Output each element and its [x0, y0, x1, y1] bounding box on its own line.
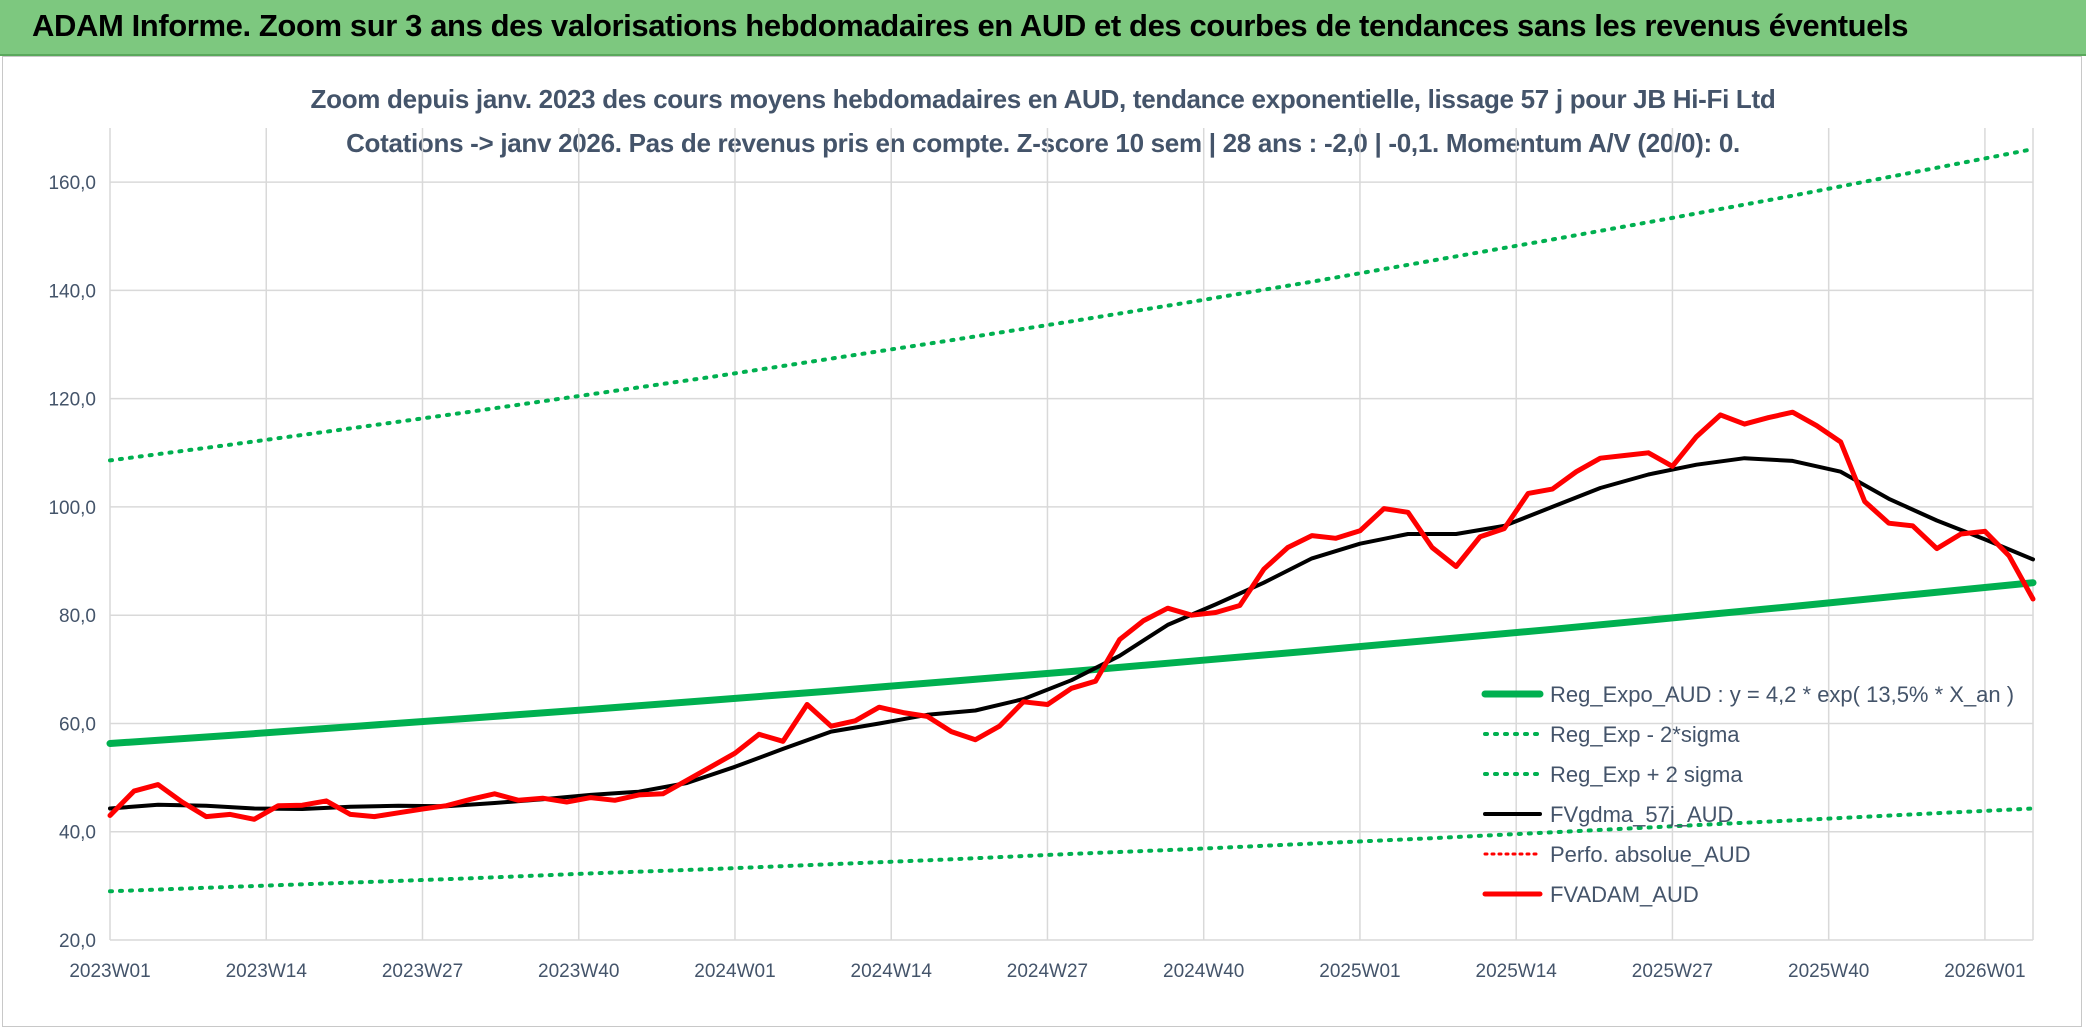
series-line-3: [108, 456, 2035, 811]
y-tick-label: 120,0: [48, 390, 96, 411]
legend-label: Reg_Exp + 2 sigma: [1550, 762, 1743, 787]
y-tick-label: 100,0: [48, 498, 96, 519]
x-tick-label: 2023W40: [538, 961, 619, 982]
x-tick-label: 2025W01: [1319, 961, 1400, 982]
legend-label: Reg_Expo_AUD : y = 4,2 * exp( 13,5% * X_…: [1550, 682, 2014, 707]
x-tick-label: 2026W01: [1944, 961, 2025, 982]
y-tick-label: 140,0: [48, 281, 96, 302]
x-tick-label: 2023W14: [226, 961, 308, 982]
report-banner: ADAM Informe. Zoom sur 3 ans des valoris…: [0, 0, 2086, 56]
legend-label: Perfo. absolue_AUD: [1550, 842, 1751, 867]
x-tick-label: 2024W14: [851, 961, 933, 982]
y-tick-label: 80,0: [59, 606, 96, 627]
report-title: ADAM Informe. Zoom sur 3 ans des valoris…: [32, 8, 1909, 43]
y-tick-label: 40,0: [59, 823, 96, 844]
x-tick-label: 2023W27: [382, 961, 463, 982]
y-tick-label: 20,0: [59, 931, 96, 952]
x-tick-label: 2024W40: [1163, 961, 1244, 982]
legend-label: FVgdma_57j_AUD: [1550, 802, 1733, 827]
legend-label: Reg_Exp - 2*sigma: [1550, 722, 1740, 747]
series-line-1: [108, 806, 2035, 894]
series-line-2: [108, 147, 2035, 463]
x-tick-label: 2025W40: [1788, 961, 1869, 982]
x-tick-label: 2024W01: [694, 961, 775, 982]
y-tick-label: 60,0: [59, 714, 96, 735]
y-tick-label: 160,0: [48, 173, 96, 194]
series-line-0: [106, 579, 2037, 747]
x-tick-label: 2025W27: [1632, 961, 1713, 982]
x-tick-label: 2023W01: [69, 961, 150, 982]
x-tick-label: 2025W14: [1476, 961, 1558, 982]
legend-label: FVADAM_AUD: [1550, 882, 1699, 907]
x-tick-label: 2024W27: [1007, 961, 1088, 982]
chart-title-line-1: Zoom depuis janv. 2023 des cours moyens …: [310, 84, 1776, 114]
chart-frame: [2, 56, 2082, 1027]
series-line-5: [107, 409, 2036, 822]
